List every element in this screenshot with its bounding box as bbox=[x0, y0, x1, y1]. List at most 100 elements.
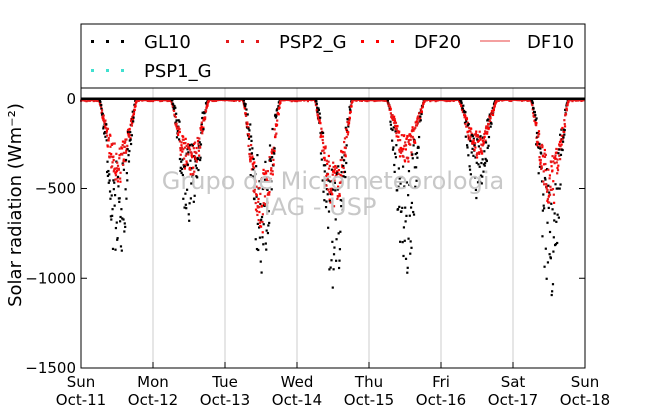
gl10-point bbox=[175, 119, 178, 122]
gl10-point bbox=[127, 160, 131, 163]
df20-point bbox=[414, 141, 417, 144]
psp2-g-point bbox=[327, 160, 330, 163]
psp2-g-point bbox=[560, 134, 563, 137]
psp2-g-point bbox=[173, 114, 176, 117]
gl10-point bbox=[115, 221, 118, 224]
df20-point bbox=[392, 118, 395, 122]
gl10-point bbox=[534, 114, 537, 117]
gl10-point bbox=[268, 221, 271, 225]
gl10-point bbox=[116, 175, 120, 178]
gl10-point bbox=[177, 138, 181, 141]
psp2-g-point bbox=[350, 102, 353, 105]
gl10-point bbox=[479, 135, 482, 138]
gl10-point bbox=[264, 160, 267, 164]
psp2-g-point bbox=[348, 119, 351, 122]
gl10-point bbox=[199, 156, 202, 159]
psp2-g-point bbox=[250, 168, 254, 171]
gl10-point bbox=[181, 158, 184, 161]
gl10-point bbox=[249, 135, 253, 138]
df20-point bbox=[123, 141, 126, 145]
df20-point bbox=[106, 145, 109, 148]
psp2-g-point bbox=[484, 130, 487, 133]
psp2-g-point bbox=[273, 128, 276, 131]
psp2-g-point bbox=[121, 143, 124, 147]
psp2-g-point bbox=[196, 136, 199, 140]
psp2-g-point bbox=[159, 99, 162, 103]
gl10-point bbox=[463, 121, 467, 124]
gl10-point bbox=[541, 209, 544, 212]
df20-point bbox=[484, 132, 487, 135]
df20-point bbox=[185, 160, 188, 163]
psp2-g-point bbox=[417, 116, 420, 120]
psp2-g-point bbox=[416, 122, 419, 125]
gl10-point bbox=[191, 144, 195, 147]
df20-point bbox=[554, 157, 557, 160]
df20-point bbox=[558, 143, 561, 146]
gl10-point bbox=[482, 163, 486, 166]
psp2-g-point bbox=[172, 109, 176, 113]
psp2-g-point bbox=[472, 138, 475, 142]
psp2-g-point bbox=[320, 127, 323, 130]
psp2-g-point bbox=[180, 141, 183, 144]
psp2-g-point bbox=[400, 134, 403, 137]
psp2-g-point bbox=[410, 130, 414, 133]
psp2-g-point bbox=[556, 158, 559, 161]
df20-point bbox=[560, 143, 563, 146]
psp2-g-point bbox=[483, 132, 486, 136]
df20-point bbox=[542, 155, 545, 158]
gl10-point bbox=[408, 214, 411, 217]
gl10-point bbox=[343, 159, 346, 162]
psp2-g-point bbox=[118, 157, 121, 160]
psp2-g-point bbox=[394, 121, 398, 124]
df20-point bbox=[207, 100, 210, 103]
gl10-point bbox=[542, 204, 545, 207]
df20-point bbox=[115, 169, 119, 172]
gl10-point bbox=[180, 167, 184, 171]
psp2-g-point bbox=[234, 99, 237, 102]
df20-point bbox=[177, 133, 180, 137]
df20-point bbox=[411, 126, 414, 129]
psp2-g-point bbox=[546, 198, 550, 201]
df20-point bbox=[271, 173, 274, 176]
psp2-g-point bbox=[137, 99, 140, 103]
df20-point bbox=[265, 172, 268, 175]
df20-point bbox=[423, 100, 426, 103]
gl10-point bbox=[195, 175, 198, 178]
psp2-g-point bbox=[92, 99, 95, 103]
psp2-g-point bbox=[114, 174, 118, 177]
gl10-point bbox=[125, 197, 128, 200]
gl10-point bbox=[113, 181, 116, 184]
df20-point bbox=[270, 169, 273, 172]
psp2-g-point bbox=[436, 99, 439, 102]
psp2-g-point bbox=[333, 179, 336, 182]
psp2-g-point bbox=[486, 125, 489, 128]
psp2-g-point bbox=[319, 134, 323, 137]
psp2-g-point bbox=[548, 193, 552, 196]
df20-point bbox=[175, 125, 178, 128]
gl10-point bbox=[271, 127, 274, 131]
psp2-g-point bbox=[290, 100, 293, 103]
gl10-point bbox=[273, 152, 276, 155]
legend-marker-dot bbox=[376, 40, 379, 43]
gl10-point bbox=[111, 214, 114, 217]
psp2-g-point bbox=[127, 128, 130, 132]
gl10-point bbox=[329, 192, 333, 196]
psp2-g-point bbox=[118, 147, 121, 150]
psp2-g-point bbox=[111, 142, 115, 145]
psp2-g-point bbox=[551, 155, 554, 158]
gl10-point bbox=[275, 109, 278, 112]
gl10-point bbox=[462, 104, 465, 107]
psp2-g-point bbox=[272, 158, 275, 162]
psp2-g-point bbox=[492, 106, 496, 109]
legend-marker-dot bbox=[121, 69, 124, 72]
gl10-point bbox=[246, 113, 249, 116]
psp2-g-point bbox=[105, 131, 108, 134]
psp2-g-point bbox=[227, 99, 230, 102]
df20-point bbox=[328, 198, 331, 201]
psp2-g-point bbox=[199, 146, 202, 149]
psp2-g-point bbox=[260, 176, 264, 180]
gl10-point bbox=[316, 106, 319, 109]
psp2-g-point bbox=[323, 158, 326, 162]
df20-point bbox=[121, 140, 125, 143]
gl10-point bbox=[127, 154, 130, 157]
